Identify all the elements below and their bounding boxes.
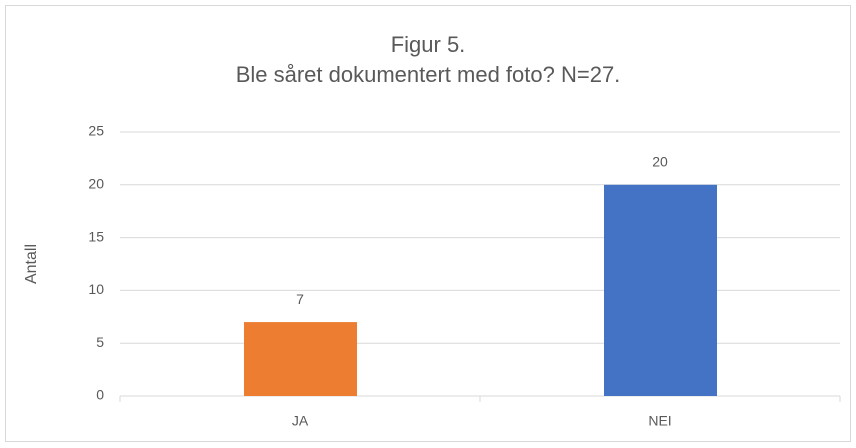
bar: [244, 322, 357, 396]
x-tick-label: JA: [292, 413, 309, 429]
y-tick-label: 5: [96, 334, 104, 350]
data-label: 20: [652, 154, 668, 170]
y-tick-label: 15: [88, 228, 104, 244]
y-tick-label: 20: [88, 176, 104, 192]
data-label: 7: [296, 291, 304, 307]
y-axis-label: Antall: [23, 244, 40, 284]
y-tick-label: 10: [88, 281, 104, 297]
x-tick-label: NEI: [648, 413, 671, 429]
chart-subtitle: Ble såret dokumentert med foto? N=27.: [236, 62, 621, 87]
y-tick-label: 0: [96, 387, 104, 403]
bar: [604, 184, 717, 396]
chart-title: Figur 5.: [391, 32, 466, 57]
y-tick-label: 25: [88, 123, 104, 139]
